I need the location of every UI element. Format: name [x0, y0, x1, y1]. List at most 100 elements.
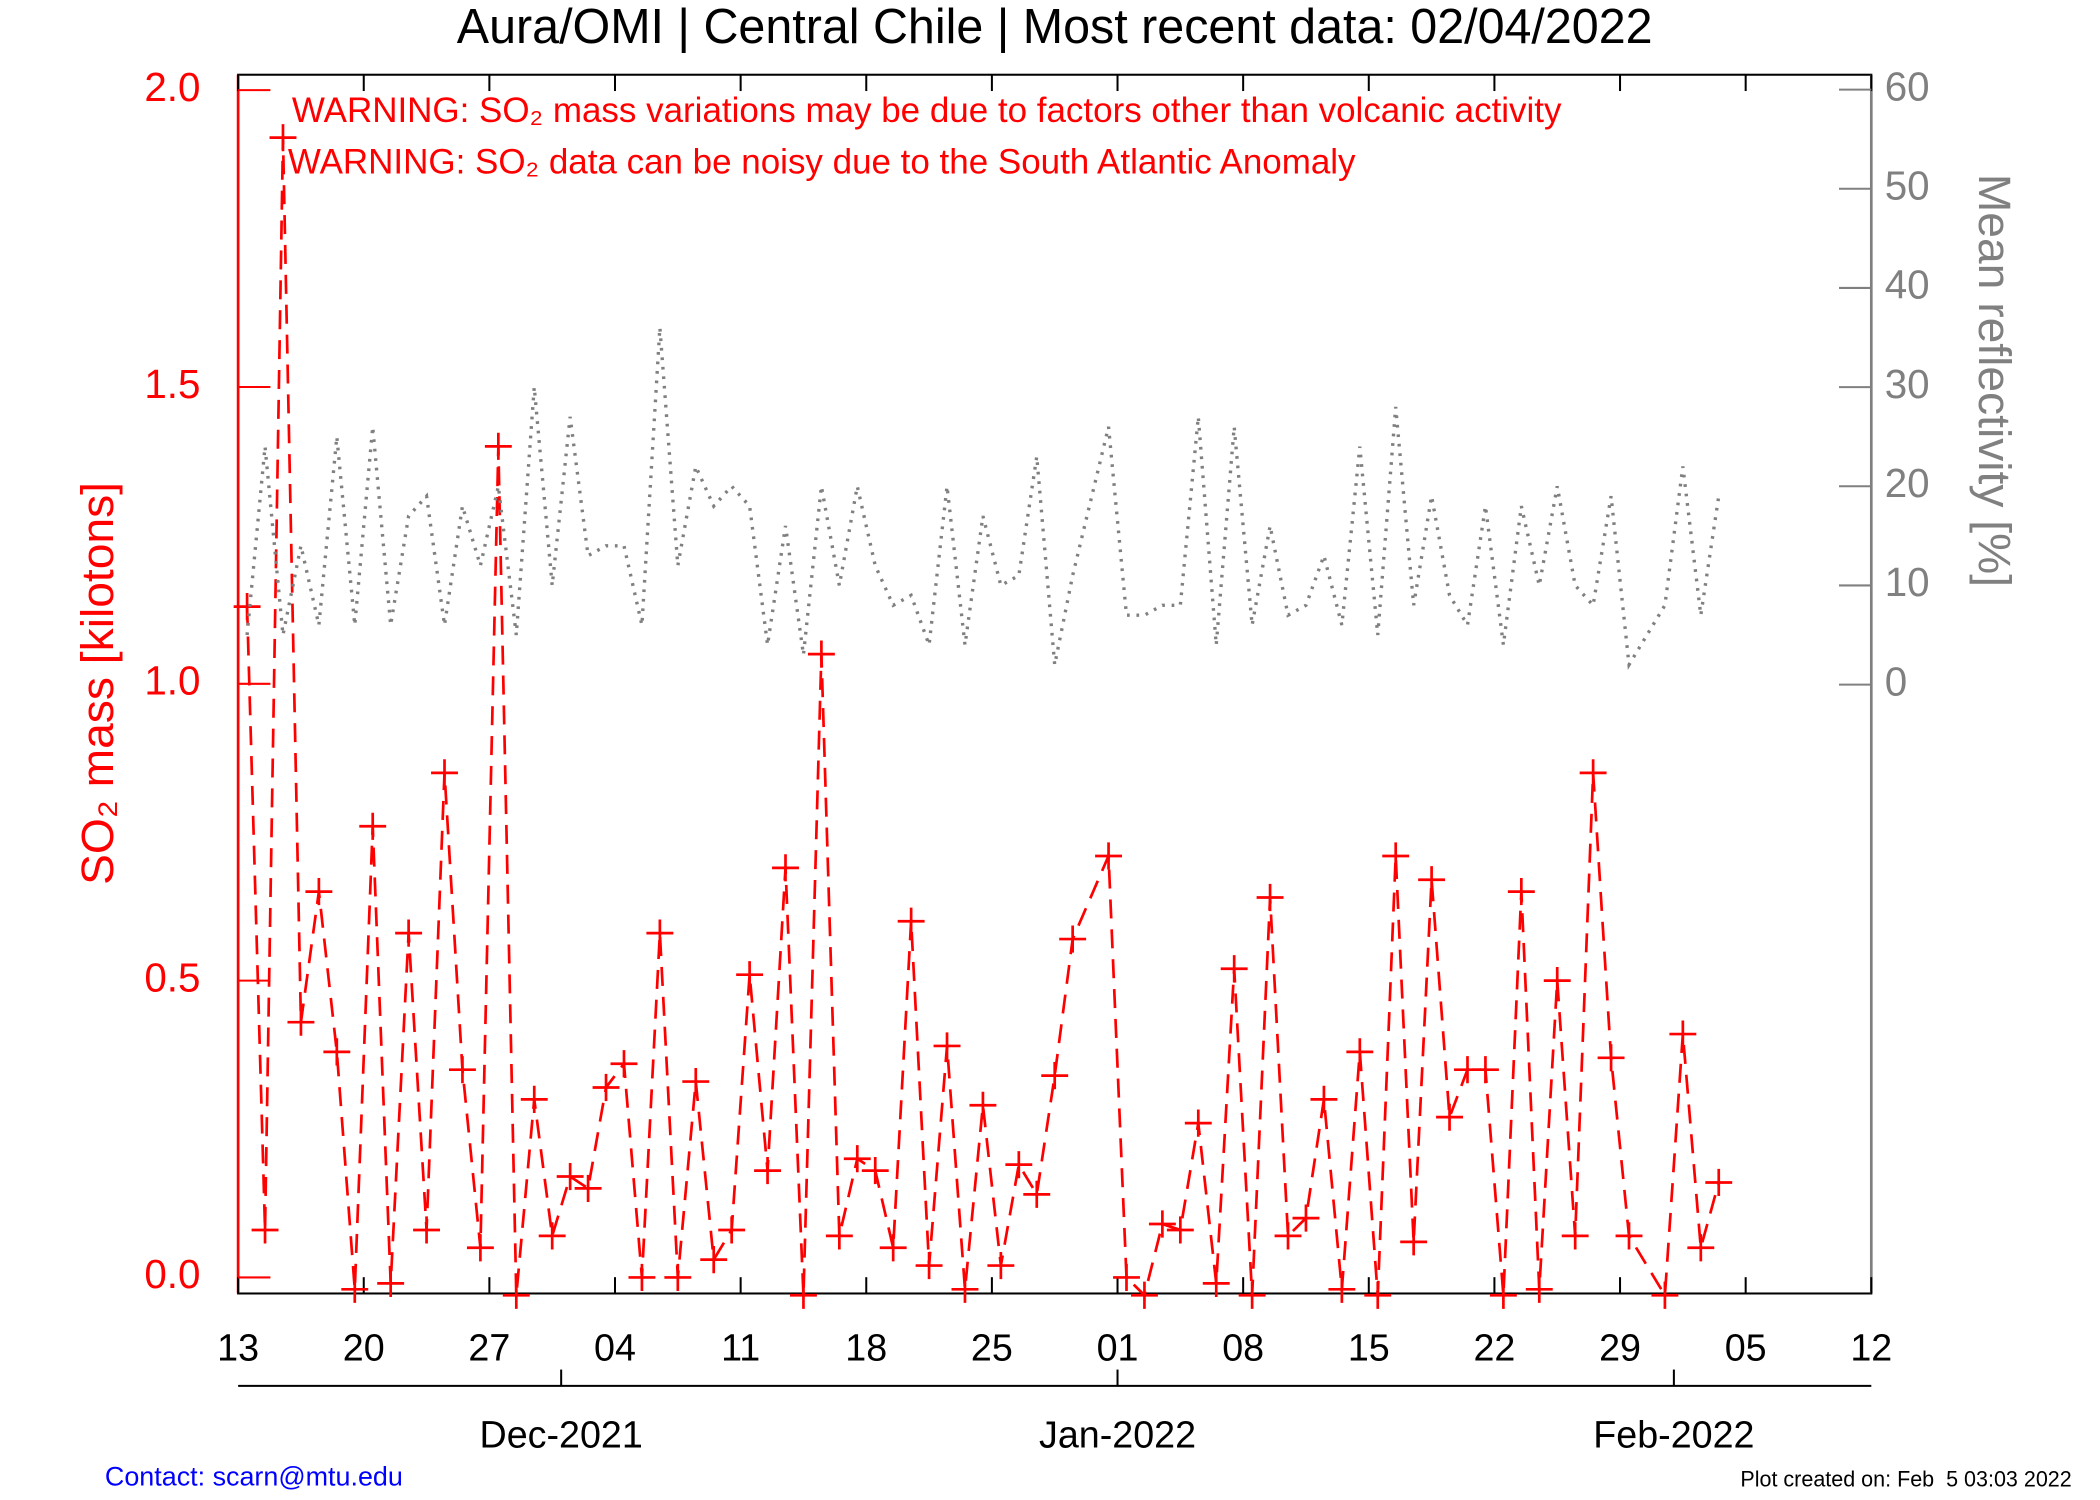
marker [1543, 967, 1571, 995]
marker [1507, 877, 1535, 906]
marker [377, 1269, 405, 1297]
marker [592, 1073, 620, 1102]
marker [610, 1050, 638, 1078]
x-tick-label: 25 [971, 1327, 1013, 1369]
marker [754, 1157, 782, 1185]
marker [1471, 1056, 1499, 1084]
y-tick-label: 0.5 [144, 954, 200, 1000]
marker [1005, 1151, 1033, 1179]
marker [1238, 1281, 1266, 1309]
y2-tick-label: 20 [1885, 460, 1930, 506]
chart-title: Aura/OMI | Central Chile | Most recent d… [457, 0, 1653, 54]
marker [233, 593, 261, 621]
marker [323, 1038, 351, 1066]
marker [1292, 1204, 1320, 1232]
marker [538, 1222, 566, 1250]
marker [736, 961, 764, 989]
marker [1023, 1180, 1051, 1208]
marker [1436, 1103, 1463, 1131]
marker [1184, 1109, 1212, 1137]
marker [466, 1234, 494, 1262]
x-tick-label: 22 [1473, 1327, 1515, 1369]
series-line [245, 137, 1721, 1300]
marker [341, 1275, 369, 1303]
marker [395, 919, 423, 947]
marker [987, 1251, 1015, 1280]
marker [897, 907, 925, 935]
marker [502, 1281, 530, 1309]
marker [646, 919, 674, 947]
marker [1310, 1085, 1338, 1113]
marker [1059, 925, 1087, 953]
marker [1041, 1062, 1069, 1090]
marker [305, 877, 333, 906]
y-tick-label: 0.0 [144, 1251, 200, 1297]
marker [951, 1275, 979, 1303]
marker [1095, 842, 1123, 870]
marker [1328, 1275, 1356, 1303]
marker [664, 1263, 692, 1292]
x-tick-label: 18 [845, 1327, 887, 1369]
x-tick-label: 01 [1097, 1327, 1139, 1369]
marker [1687, 1234, 1715, 1262]
annotation: WARNING: SO₂ data can be noisy due to th… [288, 143, 1356, 182]
marker [1579, 759, 1607, 787]
marker [1364, 1281, 1392, 1309]
x-tick-label: 27 [468, 1327, 510, 1369]
marker [700, 1246, 728, 1274]
marker [1615, 1222, 1643, 1250]
marker [1220, 955, 1248, 983]
marker [1561, 1222, 1589, 1250]
marker [1148, 1210, 1176, 1238]
marker [843, 1145, 871, 1173]
contact: Contact: scarn@mtu.edu [105, 1461, 403, 1491]
x-tick-label: 20 [343, 1327, 385, 1369]
y2-tick-label: 0 [1885, 658, 1907, 704]
marker [1130, 1281, 1158, 1309]
marker [251, 1216, 279, 1244]
marker [1705, 1168, 1733, 1197]
marker [1166, 1216, 1194, 1244]
marker [449, 1056, 476, 1084]
marker [915, 1251, 943, 1280]
marker [969, 1091, 997, 1119]
x-tick-label: 12 [1850, 1327, 1892, 1369]
marker [574, 1174, 602, 1202]
marker [789, 1281, 817, 1309]
marker [1113, 1263, 1140, 1292]
marker [682, 1067, 710, 1096]
y2-axis-label: Mean reflectivity [%] [1969, 174, 2021, 587]
marker [1418, 866, 1446, 894]
marker [1489, 1281, 1517, 1309]
month-label: Dec-2021 [480, 1414, 643, 1456]
y-tick-label: 1.0 [144, 657, 200, 703]
series-line [245, 327, 1721, 670]
x-tick-label: 29 [1599, 1327, 1641, 1369]
y2-tick-label: 40 [1885, 262, 1930, 308]
marker [1202, 1269, 1230, 1297]
marker [1669, 1020, 1697, 1048]
annotation: WARNING: SO₂ mass variations may be due … [292, 91, 1562, 130]
marker [287, 1008, 315, 1036]
marker [359, 812, 387, 840]
created-note: Plot created on: Feb 5 03:03 2022 [1740, 1467, 2071, 1492]
marker [269, 124, 297, 152]
y2-tick-label: 60 [1885, 63, 1930, 109]
marker [772, 854, 799, 882]
month-label: Feb-2022 [1593, 1414, 1754, 1456]
y-axis-label: SO₂ mass [kilotons] [71, 482, 123, 885]
x-tick-label: 13 [217, 1327, 259, 1369]
x-tick-label: 08 [1222, 1327, 1264, 1369]
marker [1274, 1222, 1302, 1250]
x-tick-label: 04 [594, 1327, 636, 1369]
marker [1400, 1228, 1428, 1256]
month-label: Jan-2022 [1039, 1414, 1196, 1456]
marker [1597, 1044, 1625, 1072]
marker [718, 1216, 746, 1244]
marker [807, 640, 835, 668]
y-tick-label: 1.5 [144, 361, 200, 407]
marker [520, 1085, 548, 1113]
x-tick-label: 15 [1348, 1327, 1390, 1369]
y2-tick-label: 10 [1885, 559, 1930, 605]
